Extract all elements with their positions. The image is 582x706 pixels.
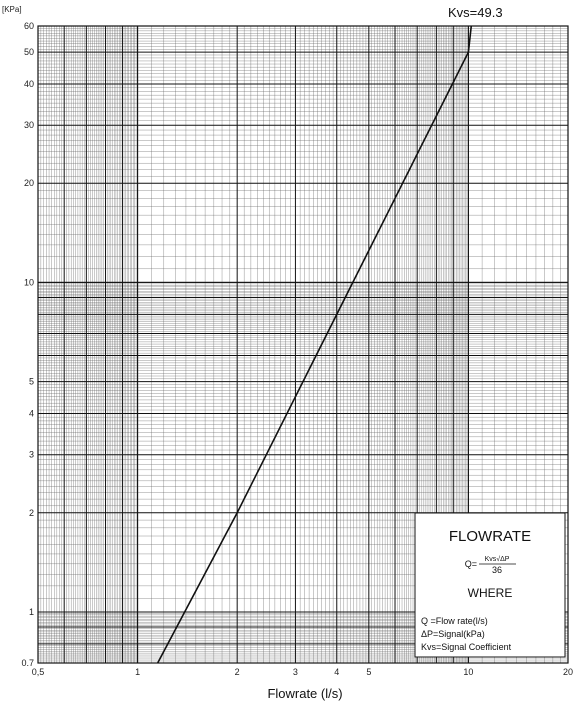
x-tick-label: 20 [563,667,573,677]
x-axis-label: Flowrate (l/s) [267,686,342,701]
y-tick-label: 4 [29,409,34,419]
y-unit-label: [KPa] [2,5,22,14]
y-tick-labels: 0.7 1 2 3 4 5 10 20 30 40 50 60 [21,21,34,668]
y-tick-label: 3 [29,450,34,460]
x-tick-label: 10 [463,667,473,677]
legend-def-q: Q =Flow rate(l/s) [421,616,488,626]
y-tick-label: 20 [24,178,34,188]
x-tick-labels: 0,5 1 2 3 4 5 10 20 [32,667,573,677]
x-tick-label: 3 [293,667,298,677]
formula-lhs: Q= [465,559,477,569]
x-tick-label: 5 [366,667,371,677]
y-tick-label: 30 [24,120,34,130]
y-tick-label: 40 [24,79,34,89]
y-tick-label: 60 [24,21,34,31]
x-tick-label: 1 [135,667,140,677]
legend-box-frame [414,512,566,658]
legend-def-dp: ΔP=Signal(kPa) [421,629,485,639]
y-tick-label: 2 [29,508,34,518]
formula-denominator: 36 [492,565,502,575]
plot-frame [37,25,569,664]
x-tick-label: 2 [235,667,240,677]
x-tick-label: 4 [334,667,339,677]
formula-legend-box: FLOWRATE Q= Kvs√ΔP 36 WHERE Q =Flow rate… [414,512,566,658]
y-tick-label: 1 [29,607,34,617]
y-tick-label: 10 [24,277,34,287]
legend-def-kvs: Kvs=Signal Coefficient [421,642,512,652]
legend-where: WHERE [468,586,513,600]
y-tick-label: 50 [24,47,34,57]
y-tick-label: 5 [29,377,34,387]
series-line [156,25,473,664]
kvs-annotation: Kvs=49.3 [448,5,503,20]
x-tick-label: 0,5 [32,667,45,677]
legend-title: FLOWRATE [449,528,531,545]
y-tick-label: 0.7 [21,658,34,668]
formula-numerator: Kvs√ΔP [485,555,510,563]
